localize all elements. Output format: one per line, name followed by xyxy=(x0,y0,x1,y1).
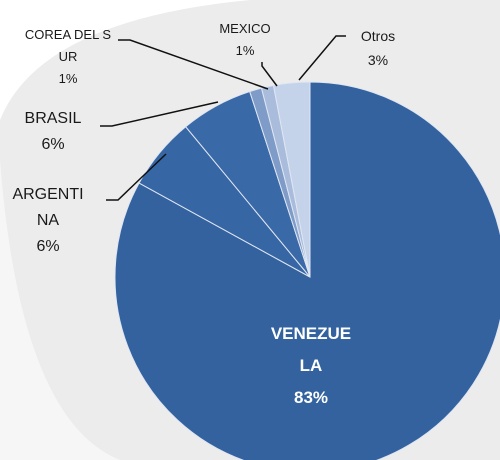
leader-line xyxy=(261,62,278,87)
pie-slice xyxy=(272,81,311,278)
slice-label: ARGENTINA 6% xyxy=(10,182,86,260)
background-swoosh xyxy=(0,160,120,460)
value-label: 3% xyxy=(367,52,389,68)
leader-line xyxy=(100,101,219,127)
slice-label: VENEZUELA 83% xyxy=(268,318,354,414)
leader-line xyxy=(118,39,269,90)
leader-line xyxy=(106,153,167,201)
pie-slice xyxy=(114,81,500,460)
category-label: BRASIL xyxy=(24,110,82,127)
value-label: 6% xyxy=(41,136,65,153)
category-label: MEXICO xyxy=(219,21,271,36)
leader-line xyxy=(298,35,346,81)
category-label: VENEZUELA xyxy=(270,324,352,375)
value-label: 6% xyxy=(36,238,60,255)
value-label: 83% xyxy=(293,388,329,407)
category-label: Otros xyxy=(360,28,396,44)
slice-label: BRASIL 6% xyxy=(15,106,91,158)
value-label: 1% xyxy=(235,43,255,58)
slice-label: MEXICO 1% xyxy=(212,18,278,62)
category-label: COREA DEL SUR xyxy=(24,27,112,64)
slice-label: COREA DEL SUR 1% xyxy=(22,24,114,90)
value-label: 1% xyxy=(58,71,78,86)
category-label: ARGENTINA xyxy=(12,186,84,229)
slice-label: Otros 3% xyxy=(352,24,404,72)
